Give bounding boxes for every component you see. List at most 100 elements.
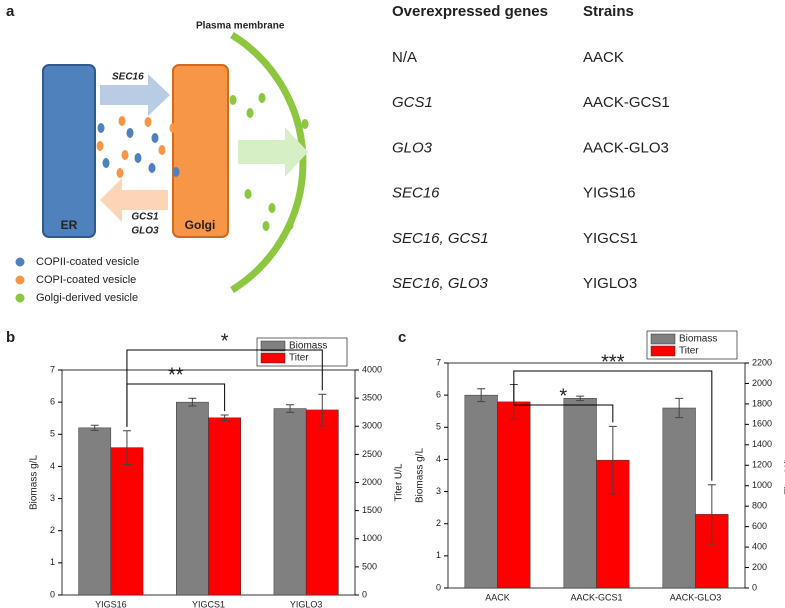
y-tick-label: 7 (436, 357, 441, 367)
y2-axis-title: Titer U/L (394, 463, 405, 501)
error-bar (576, 395, 585, 402)
error-bar (477, 388, 486, 403)
arrow (100, 178, 168, 222)
y-tick-label: 0 (50, 589, 55, 599)
golgi (172, 64, 229, 238)
y2-tick-label: 600 (752, 521, 767, 531)
y-tick-label: 2 (436, 518, 441, 528)
membrane-label: Plasma membrane (196, 21, 285, 32)
y2-tick-label: 0 (362, 589, 367, 599)
bar (662, 407, 696, 589)
table-header: Overexpressed genes (392, 3, 548, 20)
bar (464, 394, 498, 589)
bar (176, 401, 209, 596)
panel-a: a Plasma membrane ER Golgi SEC16 GCS1 GL… (6, 3, 309, 304)
table-cell: GCS1 (392, 94, 433, 111)
significance-bracket (513, 380, 614, 423)
x-tick-label: AACK-GLO3 (670, 592, 722, 602)
significance-label: * (221, 330, 229, 352)
table: Overexpressed genes Strains (392, 3, 634, 20)
y2-tick-label: 3000 (362, 421, 382, 431)
y-tick-label: 0 (436, 582, 441, 592)
legend-label: Biomass (679, 334, 717, 345)
y-tick-label: 3 (50, 493, 55, 503)
y-axis-title: Biomass g/L (415, 448, 426, 503)
er-label: ER (61, 218, 78, 232)
table-cell: AACK-GCS1 (583, 94, 670, 111)
y-tick-label: 6 (50, 397, 55, 407)
y2-tick-label: 2200 (752, 357, 772, 367)
y2-tick-label: 1800 (752, 398, 772, 408)
panel-label: b (6, 329, 15, 346)
legend-text: COPI-coated vesicle (36, 274, 136, 286)
error-bar (220, 414, 229, 422)
legend-swatch (15, 257, 25, 267)
table-cell: SEC16, GLO3 (392, 275, 489, 292)
y2-tick-label: 400 (752, 541, 767, 551)
y2-tick-label: 2500 (362, 449, 382, 459)
y2-tick-label: 1200 (752, 460, 772, 470)
y-tick-label: 7 (50, 364, 55, 374)
y2-tick-label: 500 (362, 561, 377, 571)
y-tick-label: 4 (436, 454, 441, 464)
legend-swatch (650, 333, 676, 345)
bar (497, 401, 531, 589)
bar (110, 447, 144, 596)
significance-label: * (559, 385, 567, 407)
error-bar (675, 397, 684, 419)
copi-dots (96, 116, 177, 178)
table-cell: GLO3 (392, 139, 433, 156)
legend-text: COPII-coated vesicle (36, 256, 139, 268)
y-tick-label: 6 (436, 390, 441, 400)
legend-text: Golgi-derived vesicle (36, 292, 138, 304)
y-tick-label: 5 (50, 429, 55, 439)
y2-tick-label: 1600 (752, 419, 772, 429)
gene: GLO3 (131, 226, 159, 237)
significance-label: ** (168, 364, 184, 386)
y2-axis-title: Titer U/L (784, 456, 785, 494)
y-axis-title: Biomass g/L (29, 455, 40, 510)
y2-tick-label: 2000 (752, 378, 772, 388)
bar (208, 417, 241, 596)
bar (563, 398, 597, 589)
legend-swatch (15, 293, 25, 303)
bar (273, 408, 307, 596)
table-cell: YIGCS1 (583, 230, 638, 247)
table-cell: AACK (583, 49, 624, 66)
table-cell: AACK-GLO3 (583, 139, 669, 156)
table-cell: N/A (392, 49, 417, 66)
legend-label: Titer (289, 353, 309, 364)
legend-swatch (260, 340, 286, 352)
y2-tick-label: 200 (752, 562, 767, 572)
legend-swatch (650, 345, 676, 357)
error-bar (188, 397, 197, 407)
panel-label: a (6, 3, 15, 20)
table-cell: SEC16, GCS1 (392, 230, 489, 247)
golgi-label: Golgi (185, 218, 216, 232)
y2-tick-label: 2000 (362, 477, 382, 487)
arrow (238, 127, 308, 177)
x-tick-label: AACK-GCS1 (570, 592, 622, 602)
y2-tick-label: 1000 (362, 533, 382, 543)
y-tick-label: 1 (436, 550, 441, 560)
error-bar (286, 404, 295, 413)
copii-dots (97, 123, 180, 177)
golgi-dots (229, 93, 309, 231)
table-cell: YIGLO3 (583, 275, 637, 292)
y-tick-label: 1 (50, 557, 55, 567)
gene: GCS1 (131, 212, 159, 223)
y2-tick-label: 800 (752, 501, 767, 511)
x-tick-label: AACK (485, 592, 510, 602)
error-bar (608, 425, 617, 495)
error-bar (707, 484, 716, 545)
table-cell: YIGS16 (583, 185, 636, 202)
significance-bracket (126, 349, 323, 427)
legend-swatch (15, 275, 25, 285)
y2-tick-label: 1000 (752, 480, 772, 490)
arrow (100, 74, 170, 116)
table-header: Strains (583, 3, 634, 20)
table-cell: SEC16 (392, 185, 440, 202)
significance-label: *** (601, 351, 625, 373)
x-tick-label: YIGCS1 (192, 599, 225, 608)
